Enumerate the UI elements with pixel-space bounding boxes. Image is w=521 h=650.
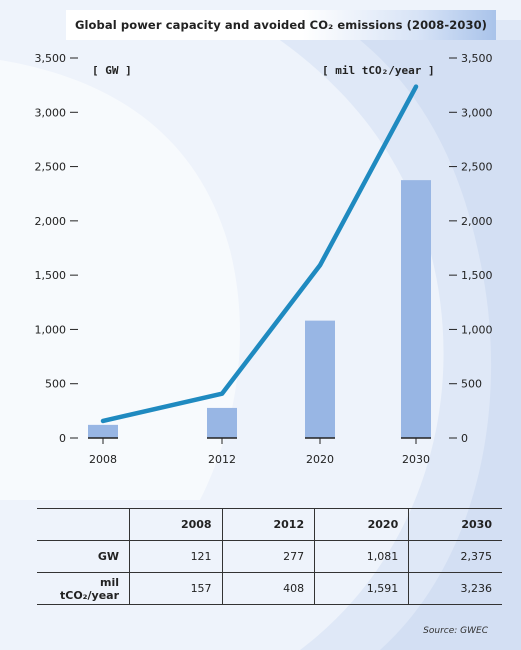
table-cell: 121 [129, 540, 223, 573]
table-col-header: 2008 [129, 508, 223, 541]
table-row-label: GW [37, 540, 130, 573]
bar [401, 180, 431, 438]
table-header-row: 2008 2012 2020 2030 [37, 508, 502, 541]
table-col-header: 2020 [314, 508, 410, 541]
y-axis-right-unit: [ mil tCO₂/year ] [322, 64, 435, 77]
series-line [100, 84, 419, 424]
table-cell: 157 [129, 572, 223, 605]
y-tick-label-left: 1,500 [35, 269, 67, 282]
table-cell: 1,591 [314, 572, 410, 605]
table-corner-cell [37, 508, 130, 541]
x-tick-label: 2012 [208, 453, 236, 466]
y-tick-label-right: 500 [461, 378, 482, 391]
table-cell: 1,081 [314, 540, 410, 573]
y-tick-label-left: 3,500 [35, 52, 67, 65]
table-cell: 2,375 [408, 540, 502, 573]
x-tick-label: 2008 [89, 453, 117, 466]
y-tick-label-right: 2,500 [461, 161, 493, 174]
y-tick-label-left: 500 [45, 378, 66, 391]
x-axis: 2008 2012 2020 2030 [88, 437, 431, 466]
x-tick-label: 2020 [306, 453, 334, 466]
line-series [100, 84, 419, 424]
y-tick-label-right: 3,500 [461, 52, 493, 65]
table-col-header: 2030 [408, 508, 502, 541]
chart-title-bar: Global power capacity and avoided CO₂ em… [66, 10, 496, 40]
y-tick-label-right: 1,500 [461, 269, 493, 282]
bar [207, 407, 237, 438]
chart: 0 500 1,000 1,500 2,000 2,500 3,000 3,500 0 500 1… [35, 52, 493, 466]
table-cell: 3,236 [408, 572, 502, 605]
table-row: mil tCO₂/year 157 408 1,591 3,236 [37, 572, 502, 605]
table-row: GW 121 277 1,081 2,375 [37, 540, 502, 573]
y-tick-label-right: 1,000 [461, 323, 493, 336]
y-tick-label-left: 2,500 [35, 161, 67, 174]
table-cell: 277 [222, 540, 316, 573]
y-tick-label-left: 3,000 [35, 106, 67, 119]
table-cell: 408 [222, 572, 316, 605]
table-row-label: mil tCO₂/year [37, 572, 130, 605]
y-axis-right: 0 500 1,000 1,500 2,000 2,500 3,000 3,500 [449, 52, 493, 445]
y-tick-label-right: 0 [461, 432, 468, 445]
chart-title: Global power capacity and avoided CO₂ em… [74, 18, 488, 32]
y-tick-label-right: 2,000 [461, 215, 493, 228]
data-table: 2008 2012 2020 2030 GW 121 277 1,081 2,3… [37, 508, 502, 605]
y-tick-label-left: 2,000 [35, 215, 67, 228]
source-note: Source: GWEC [423, 626, 488, 636]
y-axis-left: 0 500 1,000 1,500 2,000 2,500 3,000 3,500 [35, 52, 78, 445]
x-tick-label: 2030 [402, 453, 430, 466]
y-tick-label-left: 1,000 [35, 323, 67, 336]
table-col-header: 2012 [222, 508, 316, 541]
bar [305, 320, 335, 438]
y-tick-label-left: 0 [59, 432, 66, 445]
bar [88, 424, 118, 438]
y-axis-left-unit: [ GW ] [92, 64, 132, 77]
bar-series [88, 180, 431, 438]
y-tick-label-right: 3,000 [461, 106, 493, 119]
